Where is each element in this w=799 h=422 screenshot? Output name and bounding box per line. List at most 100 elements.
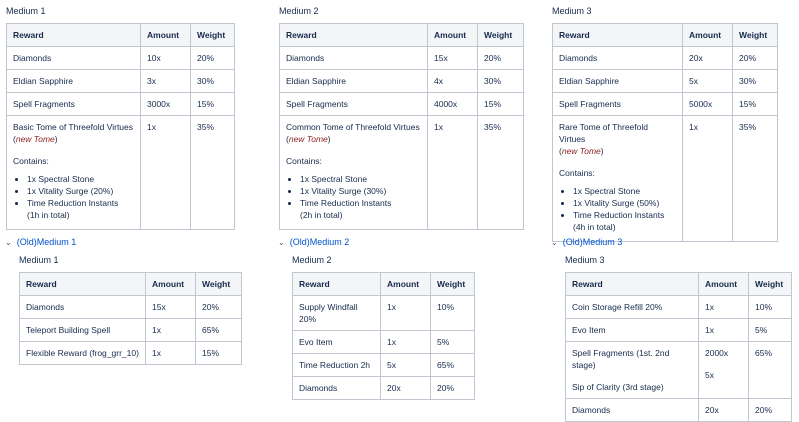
contains-label: Contains: bbox=[13, 156, 49, 166]
reward-cell: Spell Fragments (1st. 2nd stage) Sip of … bbox=[565, 341, 699, 399]
header-reward: Reward bbox=[19, 272, 146, 296]
reward-cell: Evo Item bbox=[565, 318, 699, 342]
new-tome-tag: new Tome bbox=[561, 146, 601, 156]
list-item-text: Time Reduction Instants bbox=[573, 210, 665, 220]
medium-1-table-wrap: Reward Amount Weight Diamonds 10x 20% El… bbox=[6, 23, 235, 230]
weight-cell: 5% bbox=[430, 330, 475, 354]
old-medium-3-title: Medium 3 bbox=[565, 255, 605, 265]
tome-contents-list: 1x Spectral Stone 1x Vitality Surge (50%… bbox=[559, 185, 676, 233]
reward-cell: Diamonds bbox=[6, 46, 141, 70]
list-item-total: (1h in total) bbox=[27, 210, 70, 220]
table-row: Spell Fragments (1st. 2nd stage) Sip of … bbox=[565, 341, 792, 399]
amount-line-2: 5x bbox=[705, 370, 714, 380]
reward-cell: Teleport Building Spell bbox=[19, 318, 146, 342]
table-row: Time Reduction 2h 5x 65% bbox=[292, 353, 475, 377]
table-row: Diamonds 15x 20% bbox=[19, 295, 242, 319]
old-medium-1-table: Reward Amount Weight Diamonds 15x 20% Te… bbox=[19, 272, 242, 365]
table-row: Diamonds 10x 20% bbox=[6, 46, 235, 70]
list-item-total: (4h in total) bbox=[573, 222, 616, 232]
table-row: Spell Fragments 4000x 15% bbox=[279, 92, 524, 116]
old-medium-2-table: Reward Amount Weight Supply Windfall 20%… bbox=[292, 272, 475, 400]
header-reward: Reward bbox=[292, 272, 381, 296]
table-row: Diamonds 20x 20% bbox=[292, 376, 475, 400]
amount-line-1: 2000x bbox=[705, 348, 729, 358]
table-row: Evo Item 1x 5% bbox=[292, 330, 475, 354]
amount-cell: 5x bbox=[380, 353, 431, 377]
weight-cell: 20% bbox=[195, 295, 242, 319]
table-header-row: Reward Amount Weight bbox=[552, 23, 778, 47]
weight-cell: 15% bbox=[477, 92, 524, 116]
weight-cell: 15% bbox=[732, 92, 778, 116]
header-weight: Weight bbox=[195, 272, 242, 296]
amount-cell: 10x bbox=[140, 46, 191, 70]
old-medium-1-table-wrap: Reward Amount Weight Diamonds 15x 20% Te… bbox=[19, 272, 242, 365]
table-row: Diamonds 20x 20% bbox=[552, 46, 778, 70]
old-medium-3-table: Reward Amount Weight Coin Storage Refill… bbox=[565, 272, 792, 422]
table-row: Eldian Sapphire 4x 30% bbox=[279, 69, 524, 93]
old-medium-3-expander[interactable]: ⌄ (Old)Medium 3 bbox=[551, 237, 622, 247]
list-item: Time Reduction Instants (2h in total) bbox=[300, 197, 421, 221]
chevron-down-icon: ⌄ bbox=[5, 238, 12, 247]
reward-cell: Spell Fragments bbox=[279, 92, 428, 116]
reward-line-2: Sip of Clarity (3rd stage) bbox=[572, 382, 664, 392]
table-row-tome: Common Tome of Threefold Virtues (new To… bbox=[279, 115, 524, 230]
old-medium-1-expander[interactable]: ⌄ (Old)Medium 1 bbox=[5, 237, 76, 247]
amount-cell: 3000x bbox=[140, 92, 191, 116]
amount-cell: 15x bbox=[427, 46, 478, 70]
amount-cell: 2000x 5x bbox=[698, 341, 749, 399]
amount-cell: 1x bbox=[145, 341, 196, 365]
list-item-text: Time Reduction Instants bbox=[27, 198, 119, 208]
table-row-tome: Rare Tome of Threefold Virtues (new Tome… bbox=[552, 115, 778, 242]
table-row: Evo Item 1x 5% bbox=[565, 318, 792, 342]
amount-cell: 1x bbox=[380, 295, 431, 331]
table-row-tome: Basic Tome of Threefold Virtues (new Tom… bbox=[6, 115, 235, 230]
weight-cell: 65% bbox=[748, 341, 792, 399]
amount-cell: 20x bbox=[698, 398, 749, 422]
medium-3-table: Reward Amount Weight Diamonds 20x 20% El… bbox=[552, 23, 778, 242]
amount-cell: 1x bbox=[698, 295, 749, 319]
header-weight: Weight bbox=[477, 23, 524, 47]
table-row: Flexible Reward (frog_grr_10) 1x 15% bbox=[19, 341, 242, 365]
tome-name: Basic Tome of Threefold Virtues bbox=[13, 122, 134, 132]
tome-contents-list: 1x Spectral Stone 1x Vitality Surge (30%… bbox=[286, 173, 421, 221]
list-item: Time Reduction Instants (4h in total) bbox=[573, 209, 676, 233]
medium-2-table-wrap: Reward Amount Weight Diamonds 15x 20% El… bbox=[279, 23, 524, 230]
list-item-text: Time Reduction Instants bbox=[300, 198, 392, 208]
header-reward: Reward bbox=[565, 272, 699, 296]
table-row: Eldian Sapphire 3x 30% bbox=[6, 69, 235, 93]
weight-cell: 35% bbox=[732, 115, 778, 242]
weight-cell: 30% bbox=[477, 69, 524, 93]
table-row: Diamonds 20x 20% bbox=[565, 398, 792, 422]
reward-cell: Diamonds bbox=[279, 46, 428, 70]
list-item: 1x Spectral Stone bbox=[300, 173, 421, 185]
weight-cell: 65% bbox=[430, 353, 475, 377]
table-row: Spell Fragments 3000x 15% bbox=[6, 92, 235, 116]
old-medium-2-title: Medium 2 bbox=[292, 255, 332, 265]
chevron-down-icon: ⌄ bbox=[551, 238, 558, 247]
header-amount: Amount bbox=[140, 23, 191, 47]
list-item: 1x Vitality Surge (30%) bbox=[300, 185, 421, 197]
weight-cell: 20% bbox=[190, 46, 235, 70]
reward-cell: Diamonds bbox=[552, 46, 683, 70]
weight-cell: 20% bbox=[430, 376, 475, 400]
table-row: Diamonds 15x 20% bbox=[279, 46, 524, 70]
weight-cell: 10% bbox=[430, 295, 475, 331]
new-tome-tag: new Tome bbox=[15, 134, 55, 144]
medium-1-table: Reward Amount Weight Diamonds 10x 20% El… bbox=[6, 23, 235, 230]
medium-2-table: Reward Amount Weight Diamonds 15x 20% El… bbox=[279, 23, 524, 230]
list-item: 1x Spectral Stone bbox=[573, 185, 676, 197]
reward-cell: Eldian Sapphire bbox=[6, 69, 141, 93]
old-medium-2-expander[interactable]: ⌄ (Old)Medium 2 bbox=[278, 237, 349, 247]
weight-cell: 15% bbox=[190, 92, 235, 116]
old-medium-3-table-wrap: Reward Amount Weight Coin Storage Refill… bbox=[565, 272, 792, 422]
medium-3-title: Medium 3 bbox=[552, 6, 592, 16]
reward-cell: Supply Windfall 20% bbox=[292, 295, 381, 331]
table-header-row: Reward Amount Weight bbox=[292, 272, 475, 296]
reward-cell: Diamonds bbox=[292, 376, 381, 400]
header-amount: Amount bbox=[698, 272, 749, 296]
table-row: Coin Storage Refill 20% 1x 10% bbox=[565, 295, 792, 319]
reward-cell: Diamonds bbox=[19, 295, 146, 319]
tome-name: Common Tome of Threefold Virtues bbox=[286, 122, 420, 132]
tome-contents-list: 1x Spectral Stone 1x Vitality Surge (20%… bbox=[13, 173, 134, 221]
amount-cell: 1x bbox=[140, 115, 191, 230]
